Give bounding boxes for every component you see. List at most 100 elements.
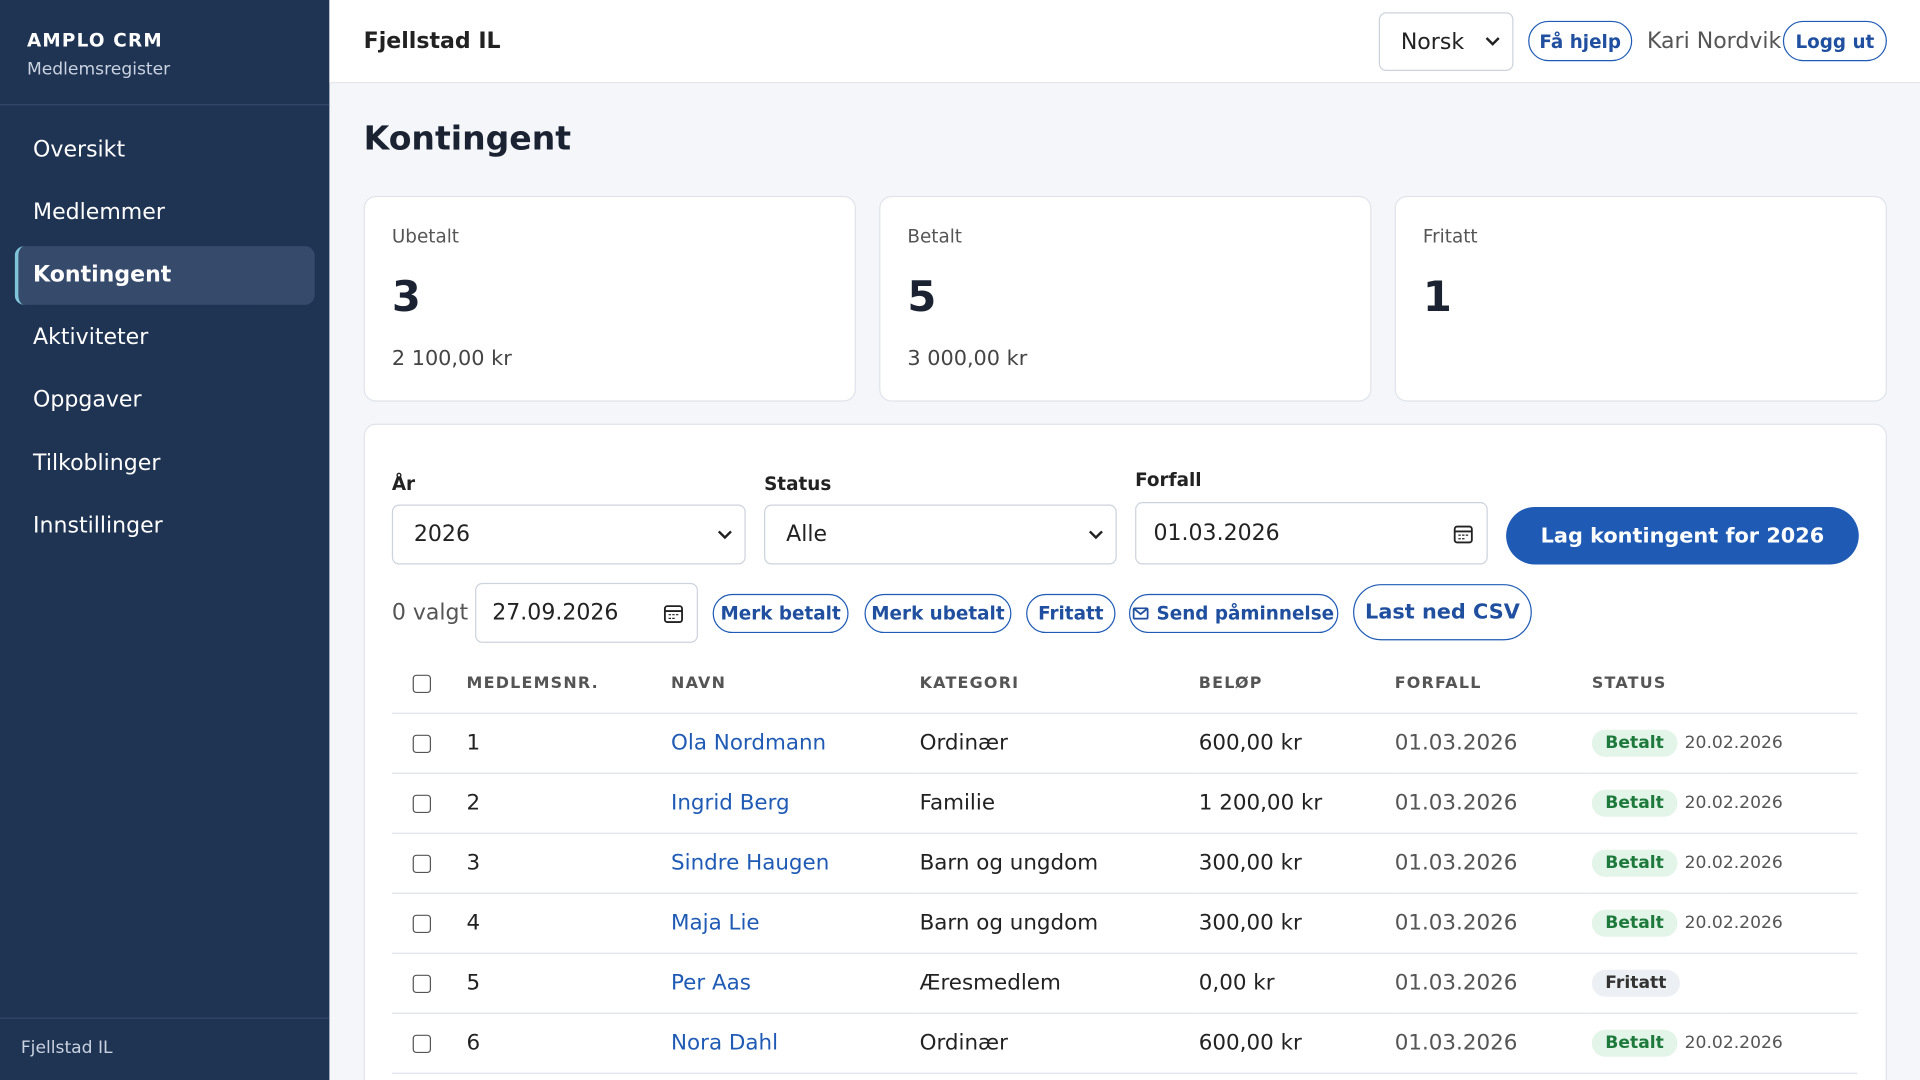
status-badge: Betalt [1591, 729, 1678, 757]
amount: 600,00 kr [1198, 713, 1395, 774]
status-badge: Fritatt [1591, 969, 1680, 997]
table-wrap: MEDLEMSNR. NAVN KATEGORI BELØP FORFALL STATUS… [391, 653, 1858, 1074]
member-link[interactable]: Maja Lie [671, 911, 760, 936]
member-name: Sindre Haugen [671, 833, 920, 894]
row-select [391, 773, 467, 834]
member-link[interactable]: Ingrid Berg [671, 791, 790, 816]
column-header: NAVN [671, 653, 920, 714]
language-select[interactable]: Norsk [1378, 12, 1514, 72]
member-name: Per Aas [671, 953, 920, 1014]
bulk-action-button[interactable]: Fritatt [1026, 593, 1116, 634]
org-name: Fjellstad IL [363, 28, 501, 54]
nav-item[interactable]: Tilkoblinger [33, 450, 161, 476]
stat-label: Fritatt [1422, 225, 1478, 248]
stat-card: Betalt 5 3 000,00 kr [879, 195, 1372, 402]
due-date: 01.03.2026 [1394, 833, 1592, 894]
bulk-action-label: Send påminnelse [1156, 602, 1335, 625]
status-badge: Betalt [1591, 789, 1678, 817]
member-number: 6 [466, 1013, 672, 1074]
nav-item[interactable]: Medlemmer [33, 199, 165, 226]
table-row: 6 Nora Dahl Ordinær 600,00 kr 01.03.2026 Beta… [391, 1013, 1858, 1074]
nav-item[interactable]: Oversikt [33, 136, 126, 163]
amount: 0,00 kr [1198, 953, 1395, 1014]
status: Fritatt [1591, 953, 1858, 1014]
bulk-date-input[interactable]: 27.09.2026 [475, 582, 698, 643]
chevron [1485, 37, 1500, 46]
checkbox[interactable] [412, 914, 432, 933]
table-row: 4 Maja Lie Barn og ungdom 300,00 kr 01.03.20… [391, 893, 1858, 954]
sidebar: AMPLO CRM Medlemsregister Oversikt Medlem… [0, 0, 330, 1080]
status: Betalt 20.02.2026 [1591, 713, 1858, 774]
nav-item[interactable]: Oppgaver [33, 387, 142, 414]
checkbox[interactable] [412, 974, 432, 993]
category: Ordinær [919, 713, 1199, 774]
member-link[interactable]: Per Aas [671, 971, 751, 996]
amount: 1 200,00 kr [1198, 773, 1395, 834]
member-link[interactable]: Ola Nordmann [671, 731, 827, 756]
stat-amount: 2 100,00 kr [391, 346, 512, 372]
member-number: 1 [466, 713, 672, 774]
paid-date: 20.02.2026 [1684, 733, 1783, 754]
row-select [391, 893, 467, 954]
paid-date: 20.02.2026 [1684, 913, 1783, 934]
header: Fjellstad IL Norsk Få hjelp Kari Nordvik… [329, 0, 1920, 84]
column-header: BELØP [1198, 653, 1395, 714]
checkbox[interactable] [412, 674, 432, 693]
table-body: 1 Ola Nordmann Ordinær 600,00 kr 01.03.2026 B… [391, 713, 1858, 1074]
checkbox[interactable] [412, 854, 432, 873]
chevron [1088, 529, 1103, 539]
header-row: MEDLEMSNR. NAVN KATEGORI BELØP FORFALL STATUS [391, 653, 1858, 714]
due-date: 01.03.2026 [1394, 953, 1592, 1014]
member-name: Ola Nordmann [671, 713, 920, 774]
help-button[interactable]: Få hjelp [1528, 20, 1633, 62]
member-name: Nora Dahl [671, 1013, 920, 1074]
create-button[interactable]: Lag kontingent for 2026 [1506, 506, 1859, 565]
user-name: Kari Nordvik [1646, 28, 1782, 54]
stat-count: 5 [907, 273, 937, 323]
chevron [717, 529, 732, 539]
year-select[interactable]: 2026 [391, 504, 746, 565]
category: Familie [919, 773, 1199, 834]
language: Norsk [1400, 28, 1465, 55]
member-link[interactable]: Sindre Haugen [671, 851, 830, 876]
nav-item[interactable]: Innstillinger [33, 512, 163, 539]
bulk-action-button[interactable]: Merk ubetalt [864, 593, 1012, 634]
due-date-input[interactable]: 01.03.2026 [1135, 502, 1488, 565]
status: Betalt 20.02.2026 [1591, 1013, 1858, 1074]
amount: 300,00 kr [1198, 893, 1395, 954]
divider [0, 1017, 330, 1019]
paid-date: 20.02.2026 [1684, 1033, 1783, 1054]
nav-item[interactable]: Kontingent [14, 246, 315, 305]
page-title: Kontingent [363, 120, 572, 158]
member-link[interactable]: Nora Dahl [671, 1031, 779, 1056]
stat-amount: 3 000,00 kr [907, 346, 1028, 372]
table-row: 1 Ola Nordmann Ordinær 600,00 kr 01.03.2026 B… [391, 713, 1858, 774]
nav-item[interactable]: Aktiviteter [33, 324, 149, 351]
dues-table: MEDLEMSNR. NAVN KATEGORI BELØP FORFALL STATUS… [391, 653, 1858, 1074]
divider [0, 104, 330, 106]
logout-button[interactable]: Logg ut [1782, 20, 1887, 62]
status: Betalt 20.02.2026 [1591, 833, 1858, 894]
checkbox[interactable] [412, 1034, 432, 1053]
category: Barn og ungdom [919, 893, 1199, 954]
category: Barn og ungdom [919, 833, 1199, 894]
status: Betalt 20.02.2026 [1591, 773, 1858, 834]
column-header: MEDLEMSNR. [466, 653, 672, 714]
column-header: FORFALL [1394, 653, 1592, 714]
export-button[interactable]: Last ned CSV [1353, 584, 1532, 641]
calendar-icon [663, 604, 683, 623]
stat-count: 1 [1422, 273, 1452, 323]
bulk-action-button[interactable]: Send påminnelse [1128, 593, 1339, 634]
status-select[interactable]: Alle [764, 504, 1117, 565]
mail-icon [1133, 607, 1150, 620]
checkbox[interactable] [412, 734, 432, 753]
row-select [391, 953, 467, 1014]
checkbox[interactable] [412, 794, 432, 813]
stat-card: Ubetalt 3 2 100,00 kr [363, 195, 856, 402]
bulk-action-button[interactable]: Merk betalt [712, 593, 849, 634]
select-all [391, 653, 467, 714]
member-number: 3 [466, 833, 672, 894]
bulk-action-label: Merk ubetalt [871, 602, 1005, 625]
status: Betalt 20.02.2026 [1591, 893, 1858, 954]
table-row: 2 Ingrid Berg Familie 1 200,00 kr 01.03.2026… [391, 773, 1858, 834]
